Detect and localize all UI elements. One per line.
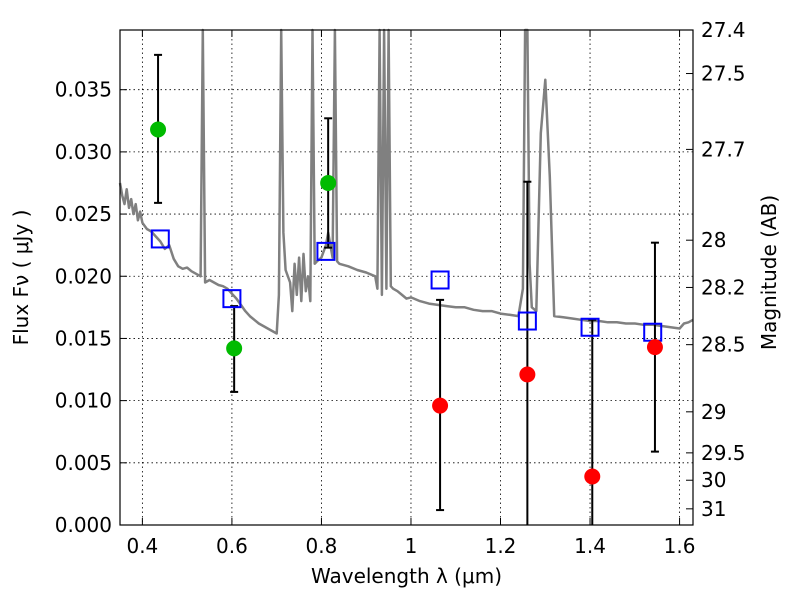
- observed-point-red: [519, 366, 536, 383]
- observed-point-green: [226, 340, 243, 357]
- y-tick-label: 0.010: [55, 389, 112, 413]
- x-tick-label: 0.8: [306, 534, 338, 558]
- y-tick-label: 0.030: [55, 140, 112, 164]
- right-tick-label: 29.5: [701, 441, 746, 465]
- x-tick-label: 1: [405, 534, 418, 558]
- observed-point-red: [584, 468, 601, 485]
- right-tick-label: 28.5: [701, 333, 746, 357]
- right-tick-label: 31: [701, 497, 726, 521]
- x-tick-label: 0.6: [216, 534, 248, 558]
- model-point-square: [150, 229, 170, 249]
- y-axis-title: Flux Fν ( μJy ): [9, 210, 33, 346]
- model-spectrum-line: [118, 28, 694, 335]
- x-tick-label: 1.6: [664, 534, 696, 558]
- model-point-square: [580, 317, 600, 337]
- y-tick-label: 0.015: [55, 326, 112, 350]
- plot-frame: [119, 29, 694, 526]
- x-axis-title: Wavelength λ (μm): [311, 564, 502, 588]
- right-tick-label: 29: [701, 400, 726, 424]
- observed-point-green: [150, 121, 167, 138]
- right-tick-label: 28.2: [701, 275, 746, 299]
- y-tick-label: 0.035: [55, 78, 112, 102]
- observed-point-red: [432, 397, 449, 414]
- right-tick-label: 27.5: [701, 62, 746, 86]
- observed-points: [150, 121, 663, 485]
- observed-point-red: [646, 339, 663, 356]
- x-tick-label: 1.4: [574, 534, 606, 558]
- right-axis-title: Magnitude (AB): [757, 195, 781, 350]
- y-tick-label: 0.000: [55, 513, 112, 537]
- y-tick-label: 0.020: [55, 264, 112, 288]
- observed-point-green: [320, 174, 337, 191]
- model-points: [150, 229, 663, 342]
- y-tick-label: 0.005: [55, 451, 112, 475]
- x-tick-label: 1.2: [485, 534, 517, 558]
- axis-ticks: 0.4 0.6 0.8 1 1.2 1.4 1.6 0.000 0.005 0.010 0.015 0…: [55, 18, 746, 558]
- model-point-square: [517, 311, 537, 331]
- model-point-square: [430, 270, 450, 290]
- right-tick-label: 27.7: [701, 137, 746, 161]
- right-tick-label: 27.4: [701, 18, 746, 42]
- x-tick-label: 0.4: [126, 534, 158, 558]
- right-tick-label: 28: [701, 228, 726, 252]
- right-tick-label: 30: [701, 468, 726, 492]
- model-point-square: [316, 241, 336, 261]
- y-tick-label: 0.025: [55, 202, 112, 226]
- model-spectrum: [118, 28, 694, 335]
- model-point-square: [222, 289, 242, 309]
